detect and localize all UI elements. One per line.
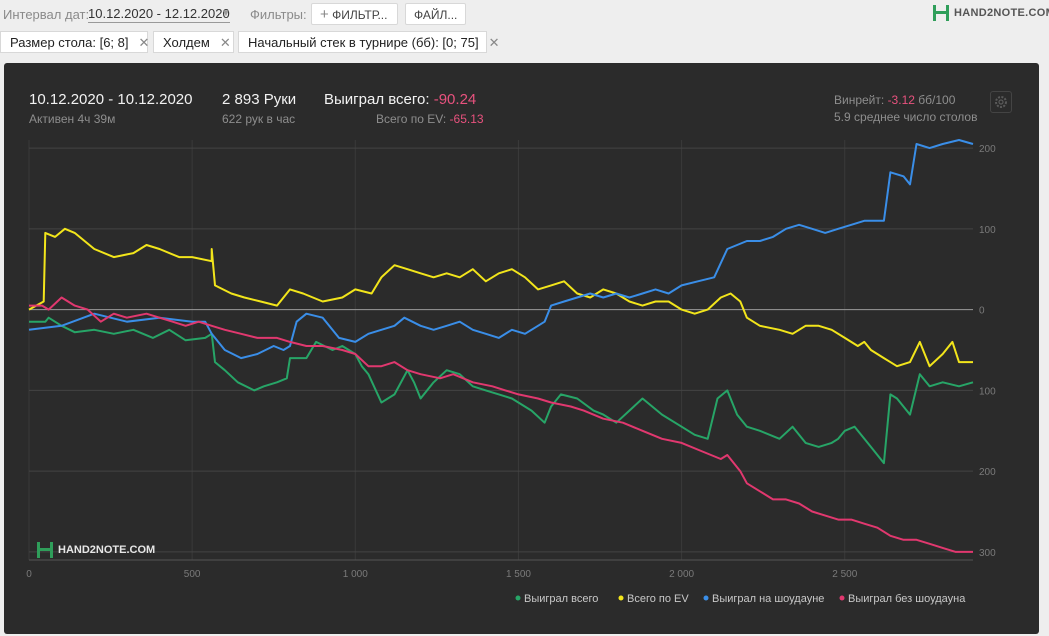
y-tick-label: 200: [979, 467, 996, 478]
filters-label: Фильтры:: [250, 7, 307, 22]
filter-chip[interactable]: Начальный стек в турнире (бб): [0; 75] ✕: [238, 31, 499, 53]
file-button-label: ФАЙЛ...: [414, 8, 458, 22]
series-line: [28, 227, 973, 368]
series-line: [29, 296, 973, 553]
legend-label: Выиграл всего: [524, 593, 598, 605]
legend-swatch: [515, 595, 521, 601]
filter-chip[interactable]: Холдем ✕: [153, 31, 234, 53]
x-tick-label: 2 500: [832, 569, 857, 580]
gear-icon: [995, 96, 1007, 108]
active-time: Активен 4ч 39м: [29, 112, 116, 126]
close-icon[interactable]: ✕: [138, 35, 150, 50]
winrate-value: -3.12: [887, 93, 915, 107]
total-won-value: -90.24: [433, 91, 477, 108]
legend-label: Выиграл без шоудауна: [848, 593, 966, 605]
series-line: [28, 139, 974, 360]
ev-total-label: Всего по EV:: [376, 112, 447, 126]
add-filter-label: ФИЛЬТР...: [332, 8, 388, 22]
winrate-label: Винрейт:: [834, 93, 885, 107]
bankroll-chart: 0 500 1 000 1 500 2 000 2 5002001000100200300…: [26, 139, 996, 605]
x-tick-label: 2 000: [669, 569, 694, 580]
x-tick-label: 0: [26, 569, 32, 580]
ev-total-value: -65.13: [449, 112, 484, 126]
hands-count: 2 893 Руки: [222, 91, 297, 108]
y-tick-label: 200: [979, 144, 996, 155]
legend-swatch: [618, 595, 624, 601]
add-filter-button[interactable]: + ФИЛЬТР...: [311, 3, 398, 25]
y-tick-label: 0: [979, 306, 985, 317]
winrate: Винрейт: -3.12 бб/100: [834, 93, 955, 107]
top-toolbar: Интервал дат: 10.12.2020 - 12.12.2020 ▼ …: [0, 0, 1049, 28]
logo-icon: [933, 5, 949, 21]
x-tick-label: 1 500: [506, 569, 531, 580]
chevron-down-icon[interactable]: ▼: [221, 8, 231, 19]
legend-label: Выиграл на шоудауне: [712, 593, 824, 605]
legend-swatch: [703, 595, 709, 601]
plus-icon: +: [320, 6, 329, 23]
y-tick-label: 300: [979, 548, 996, 559]
date-interval-label: Интервал дат:: [3, 7, 90, 22]
logo-icon: [37, 542, 53, 558]
close-icon[interactable]: ✕: [488, 35, 500, 50]
file-button[interactable]: ФАЙЛ...: [405, 3, 466, 25]
results-panel: 10.12.2020 - 10.12.2020 Активен 4ч 39м 2…: [4, 63, 1039, 634]
ev-total: Всего по EV: -65.13: [376, 112, 484, 126]
x-tick-label: 1 000: [343, 569, 368, 580]
y-tick-label: 100: [979, 386, 996, 397]
date-interval-picker[interactable]: 10.12.2020 - 12.12.2020: [88, 6, 230, 23]
filter-chip-label: Начальный стек в турнире (бб): [0; 75]: [248, 35, 479, 50]
total-won-label: Выиграл всего:: [324, 91, 430, 108]
close-icon[interactable]: ✕: [219, 35, 231, 50]
legend-label: Всего по EV: [627, 593, 689, 605]
avg-tables: 5.9 среднее число столов: [834, 110, 978, 124]
filter-chip[interactable]: Размер стола: [6; 8] ✕: [0, 31, 150, 53]
filter-chip-label: Размер стола: [6; 8]: [10, 35, 129, 50]
x-tick-label: 500: [184, 569, 201, 580]
y-tick-label: 100: [979, 225, 996, 236]
legend-swatch: [839, 595, 845, 601]
hands-per-hour: 622 рук в час: [222, 112, 296, 126]
winrate-unit: бб/100: [918, 93, 956, 107]
brand-logo: HAND2NOTE.COM: [932, 4, 1049, 24]
series-line: [29, 316, 974, 465]
total-won: Выиграл всего: -90.24: [324, 91, 476, 108]
watermark-text: HAND2NOTE.COM: [58, 544, 156, 556]
filter-chip-label: Холдем: [163, 35, 210, 50]
settings-button[interactable]: [990, 91, 1012, 113]
logo-text: HAND2NOTE.COM: [954, 7, 1049, 19]
session-date-range: 10.12.2020 - 10.12.2020: [29, 91, 193, 108]
